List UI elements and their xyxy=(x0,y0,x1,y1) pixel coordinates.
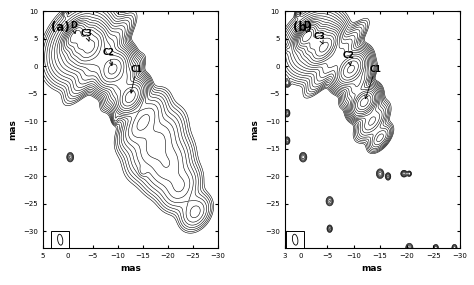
Y-axis label: mas: mas xyxy=(9,119,18,140)
Text: D: D xyxy=(70,21,77,34)
Text: C2: C2 xyxy=(103,48,115,66)
Text: C3: C3 xyxy=(314,32,326,44)
Text: (a): (a) xyxy=(51,21,70,34)
Bar xyxy=(51,231,69,248)
Bar xyxy=(286,231,304,248)
Text: C3: C3 xyxy=(80,29,92,41)
Text: D: D xyxy=(303,21,310,33)
Y-axis label: mas: mas xyxy=(250,119,259,140)
Text: C1: C1 xyxy=(365,65,382,99)
Text: C1: C1 xyxy=(130,65,142,93)
X-axis label: mas: mas xyxy=(120,264,141,273)
Ellipse shape xyxy=(292,234,298,245)
Ellipse shape xyxy=(57,234,63,245)
Text: C2: C2 xyxy=(343,51,355,66)
Text: (b): (b) xyxy=(293,21,312,34)
X-axis label: mas: mas xyxy=(362,264,383,273)
